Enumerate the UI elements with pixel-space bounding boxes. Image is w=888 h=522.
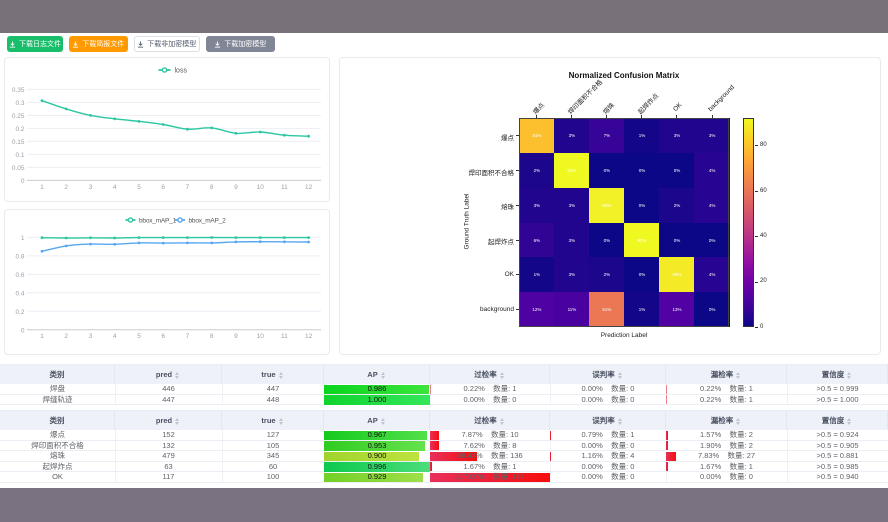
svg-text:0.1: 0.1 bbox=[15, 152, 24, 159]
svg-text:0.05: 0.05 bbox=[12, 165, 25, 172]
svg-text:0.8: 0.8 bbox=[15, 253, 24, 260]
svg-text:6: 6 bbox=[161, 184, 165, 191]
svg-text:5: 5 bbox=[137, 333, 141, 340]
svg-text:loss: loss bbox=[175, 68, 188, 75]
svg-text:12: 12 bbox=[305, 184, 313, 191]
svg-text:8: 8 bbox=[210, 184, 214, 191]
svg-text:10: 10 bbox=[257, 184, 265, 191]
svg-text:0.4: 0.4 bbox=[15, 290, 24, 297]
svg-text:0.25: 0.25 bbox=[12, 113, 25, 120]
svg-text:1: 1 bbox=[21, 235, 25, 242]
svg-text:1: 1 bbox=[40, 333, 44, 340]
svg-text:0: 0 bbox=[21, 178, 25, 185]
svg-text:7: 7 bbox=[186, 333, 190, 340]
svg-text:2: 2 bbox=[64, 333, 68, 340]
svg-text:5: 5 bbox=[137, 184, 141, 191]
svg-text:0.3: 0.3 bbox=[15, 100, 24, 107]
svg-text:11: 11 bbox=[281, 333, 288, 340]
svg-text:9: 9 bbox=[234, 333, 238, 340]
svg-text:0.2: 0.2 bbox=[15, 309, 24, 316]
svg-text:1: 1 bbox=[40, 184, 44, 191]
svg-text:0.2: 0.2 bbox=[15, 126, 24, 133]
svg-text:bbox_mAP_1: bbox_mAP_1 bbox=[139, 218, 177, 225]
svg-text:6: 6 bbox=[161, 333, 165, 340]
svg-text:0.15: 0.15 bbox=[12, 139, 25, 146]
svg-text:0.35: 0.35 bbox=[12, 87, 25, 94]
svg-text:12: 12 bbox=[305, 333, 313, 340]
svg-text:8: 8 bbox=[210, 333, 214, 340]
svg-text:4: 4 bbox=[113, 184, 117, 191]
svg-text:3: 3 bbox=[89, 184, 93, 191]
svg-text:11: 11 bbox=[281, 184, 288, 191]
svg-text:10: 10 bbox=[257, 333, 265, 340]
svg-text:0.6: 0.6 bbox=[15, 272, 24, 279]
svg-text:9: 9 bbox=[234, 184, 238, 191]
svg-text:bbox_mAP_2: bbox_mAP_2 bbox=[189, 218, 227, 225]
svg-text:2: 2 bbox=[64, 184, 68, 191]
svg-text:3: 3 bbox=[89, 333, 93, 340]
svg-text:4: 4 bbox=[113, 333, 117, 340]
svg-text:0: 0 bbox=[21, 327, 25, 334]
svg-text:7: 7 bbox=[186, 184, 190, 191]
